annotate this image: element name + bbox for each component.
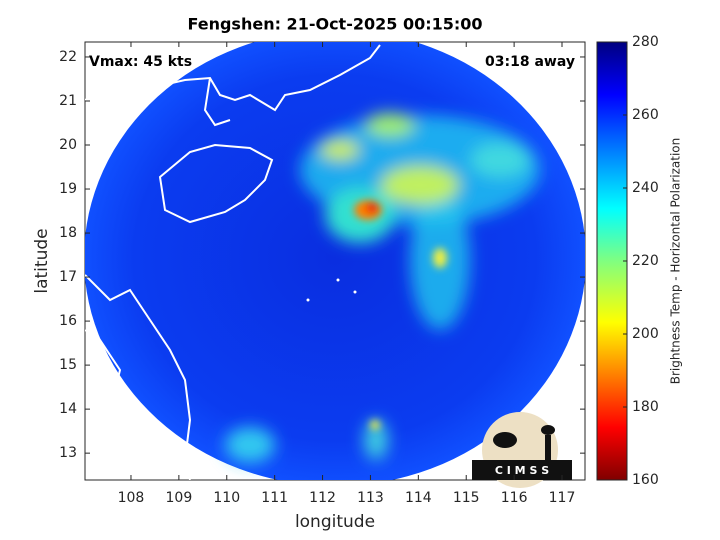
colorbar-tick-label: 280 bbox=[632, 34, 659, 50]
colorbar-tick-label: 220 bbox=[632, 253, 659, 269]
y-tick-label: 17 bbox=[59, 269, 77, 285]
x-tick-label: 109 bbox=[166, 490, 193, 506]
annotation: Vmax: 45 kts bbox=[89, 54, 192, 70]
annotation: 03:18 away bbox=[485, 54, 575, 70]
y-tick-label: 21 bbox=[59, 93, 77, 109]
y-tick-label: 13 bbox=[59, 445, 77, 461]
x-tick-label: 112 bbox=[309, 490, 336, 506]
y-tick-label: 22 bbox=[59, 49, 77, 65]
y-tick-label: 18 bbox=[59, 225, 77, 241]
logo: C I M S S bbox=[472, 412, 572, 488]
x-tick-label: 113 bbox=[357, 490, 384, 506]
y-tick-label: 14 bbox=[59, 401, 77, 417]
y-tick-label: 20 bbox=[59, 137, 77, 153]
x-tick-label: 116 bbox=[501, 490, 528, 506]
x-tick-label: 115 bbox=[453, 490, 480, 506]
satellite-image bbox=[85, 42, 585, 480]
y-tick-label: 19 bbox=[59, 181, 77, 197]
colorbar-tick-label: 180 bbox=[632, 399, 659, 415]
x-tick-label: 111 bbox=[261, 490, 288, 506]
colorbar-tick-label: 160 bbox=[632, 472, 659, 488]
colorbar-label: Brightness Temp - Horizontal Polarizatio… bbox=[669, 138, 683, 385]
x-tick-label: 114 bbox=[405, 490, 432, 506]
y-tick-label: 16 bbox=[59, 313, 77, 329]
chart-title: Fengshen: 21-Oct-2025 00:15:00 bbox=[187, 15, 482, 34]
y-tick-label: 15 bbox=[59, 357, 77, 373]
y-axis-label: latitude bbox=[32, 228, 52, 293]
x-axis-label: longitude bbox=[295, 512, 375, 532]
coastline bbox=[85, 44, 381, 480]
colorbar-tick-label: 200 bbox=[632, 326, 659, 342]
x-tick-label: 110 bbox=[213, 490, 240, 506]
logo-text: C I M S S bbox=[495, 464, 549, 477]
colorbar-tick-label: 240 bbox=[632, 180, 659, 196]
colorbar-tick-label: 260 bbox=[632, 107, 659, 123]
colorbar bbox=[596, 41, 628, 481]
x-tick-label: 108 bbox=[118, 490, 145, 506]
x-tick-label: 117 bbox=[549, 490, 576, 506]
